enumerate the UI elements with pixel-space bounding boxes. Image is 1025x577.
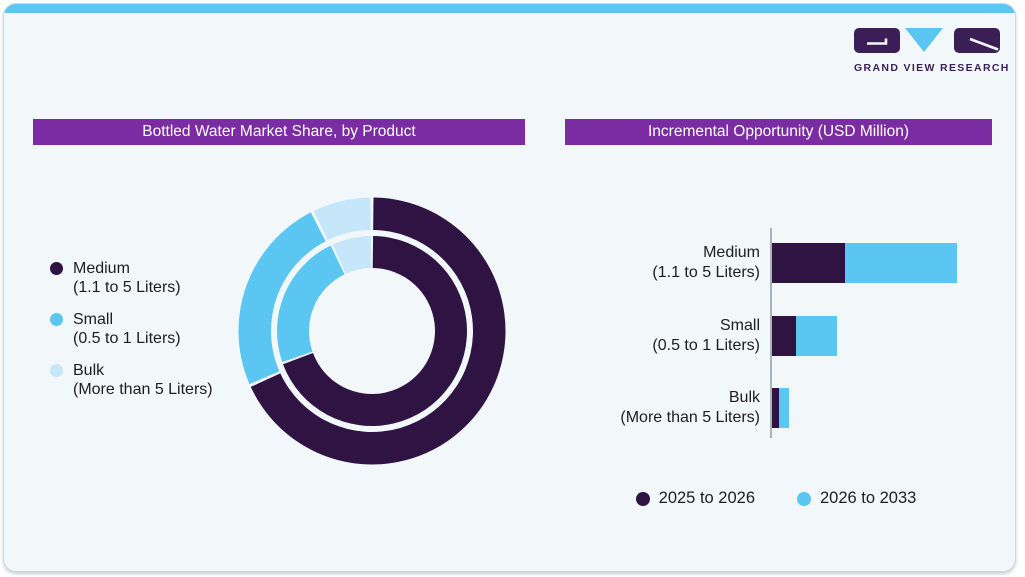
bar-category-label: Bulk (More than 5 Liters)	[560, 388, 770, 428]
bar-category-label: Medium (1.1 to 5 Liters)	[560, 243, 770, 283]
donut-chart-title: Bottled Water Market Share, by Product	[33, 119, 525, 145]
legend-dot-small-icon	[50, 313, 63, 326]
bar-stack	[772, 316, 837, 356]
bar-axis	[770, 228, 772, 438]
legend-item-bulk: Bulk (More than 5 Liters)	[50, 361, 213, 399]
series-legend-item: 2026 to 2033	[797, 489, 916, 508]
legend-item-medium: Medium (1.1 to 5 Liters)	[50, 259, 213, 297]
legend-label: Medium (1.1 to 5 Liters)	[73, 259, 181, 297]
card	[3, 3, 1016, 572]
bar-segment-2026-2033	[796, 316, 837, 356]
donut-chart	[238, 197, 506, 465]
legend-label-line2: (0.5 to 1 Liters)	[73, 330, 181, 347]
legend-label-line2: (More than 5 Liters)	[73, 381, 213, 398]
bar-stack	[772, 388, 789, 428]
series-legend-item: 2025 to 2026	[635, 489, 755, 508]
donut-segment-outer-bulk	[313, 197, 371, 241]
legend-label-line1: Small	[73, 311, 114, 328]
legend-label-line1: Medium	[73, 260, 130, 277]
bar-chart-title: Incremental Opportunity (USD Million)	[565, 119, 992, 145]
logo-wordmark: GRAND VIEW RESEARCH	[854, 62, 1010, 74]
donut-segment-inner-medium	[282, 236, 468, 427]
donut-segment-outer-small	[238, 212, 326, 385]
bar-segment-2025-2026	[772, 243, 845, 283]
legend-label-line2: (1.1 to 5 Liters)	[73, 279, 181, 296]
donut-segment-inner-bulk	[332, 236, 372, 274]
bar-category-label: Small (0.5 to 1 Liters)	[560, 316, 770, 356]
legend-dot-medium-icon	[50, 262, 63, 275]
bar-stack	[772, 243, 957, 283]
bar-category-line1: Medium	[703, 244, 760, 261]
series-dot-2025-2026-icon	[635, 491, 650, 506]
bar-category-line2: (More than 5 Liters)	[620, 409, 760, 426]
legend-label: Small (0.5 to 1 Liters)	[73, 310, 181, 348]
legend-dot-bulk-icon	[50, 364, 63, 377]
series-legend: 2025 to 2026 2026 to 2033	[560, 489, 992, 508]
bar-segment-2026-2033	[779, 388, 789, 428]
series-legend-label: 2026 to 2033	[820, 489, 917, 507]
legend-label-line1: Bulk	[73, 362, 105, 379]
series-legend-label: 2025 to 2026	[658, 489, 755, 507]
gvr-logo: GRAND VIEW RESEARCH	[854, 28, 1010, 74]
bar-category-line1: Bulk	[728, 389, 760, 406]
legend-item-small: Small (0.5 to 1 Liters)	[50, 310, 213, 348]
bar-segment-2026-2033	[845, 243, 957, 283]
bar-category-line2: (1.1 to 5 Liters)	[652, 264, 760, 281]
bar-category-line2: (0.5 to 1 Liters)	[652, 337, 760, 354]
bar-segment-2025-2026	[772, 316, 796, 356]
legend-label: Bulk (More than 5 Liters)	[73, 361, 213, 399]
gvr-logo-icon	[854, 28, 1000, 53]
bar-row: Bulk (More than 5 Liters)	[560, 388, 789, 428]
bar-row: Small (0.5 to 1 Liters)	[560, 316, 837, 356]
donut-legend: Medium (1.1 to 5 Liters) Small (0.5 to 1 L…	[50, 259, 213, 412]
bar-category-line1: Small	[719, 317, 760, 334]
donut-segment-inner-small	[277, 245, 345, 363]
top-accent-bar	[4, 4, 1015, 13]
series-dot-2026-2033-icon	[797, 491, 811, 506]
bar-segment-2025-2026	[772, 388, 779, 428]
bar-row: Medium (1.1 to 5 Liters)	[560, 243, 957, 283]
